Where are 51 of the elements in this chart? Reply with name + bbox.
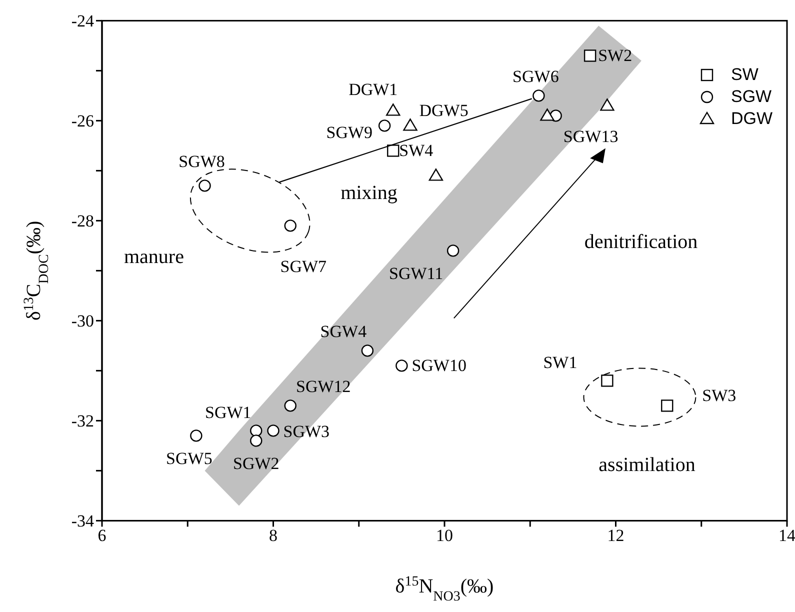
x-tick-label: 14	[778, 526, 795, 545]
annotation: SGW12	[296, 377, 351, 396]
x-tick-label: 10	[436, 526, 453, 545]
x-tick-label: 6	[98, 526, 106, 545]
legend-label: SGW	[731, 87, 772, 107]
x-tick-label: 12	[607, 526, 624, 545]
point	[361, 344, 374, 357]
annotation: SW1	[543, 353, 578, 372]
annotation: SW2	[598, 46, 632, 66]
annotation: SGW13	[563, 127, 618, 146]
annotation: DGW5	[419, 101, 468, 120]
annotation: denitrification	[584, 231, 698, 253]
y-tick-label: -34	[71, 512, 94, 531]
y-tick-label: -26	[71, 112, 94, 131]
annotation: SGW7	[280, 257, 328, 276]
point	[532, 90, 545, 102]
annotation: SGW5	[166, 449, 212, 468]
point	[428, 168, 444, 181]
x-tick-label: 8	[269, 526, 278, 545]
annotation: mixing	[340, 182, 398, 204]
annotation: SGW6	[512, 67, 559, 86]
point	[386, 104, 400, 116]
annotation: SGW2	[232, 454, 280, 474]
point	[584, 50, 596, 62]
y-tick-label: -30	[71, 312, 94, 331]
point	[540, 108, 554, 121]
annotation: SW3	[702, 386, 736, 406]
legend-label: DGW	[731, 109, 773, 129]
annotation: SGW9	[326, 123, 373, 142]
annotation: SGW11	[388, 264, 444, 284]
annotation: assimilation	[598, 454, 696, 476]
point	[446, 244, 460, 257]
annotation: SW4	[399, 141, 434, 160]
point	[403, 118, 418, 131]
point	[250, 434, 262, 447]
y-tick-label: -28	[71, 212, 94, 231]
point	[250, 424, 262, 437]
legend-label: SW	[731, 65, 758, 85]
annotation: SGW8	[178, 152, 225, 172]
point	[600, 98, 614, 111]
annotation: SGW1	[204, 403, 252, 422]
annotation: SGW3	[283, 422, 330, 442]
point	[284, 400, 296, 412]
x-axis-title: δ$^{15}$N$_{NO3}$(‰)	[395, 574, 494, 604]
annotation: SGW10	[412, 356, 466, 376]
annotation: manure	[124, 246, 184, 268]
y-tick-label: -32	[71, 412, 94, 431]
annotation: DGW1	[348, 80, 398, 100]
y-tick-label: -24	[71, 12, 94, 31]
annotation: SGW4	[320, 322, 368, 342]
point	[267, 424, 280, 437]
